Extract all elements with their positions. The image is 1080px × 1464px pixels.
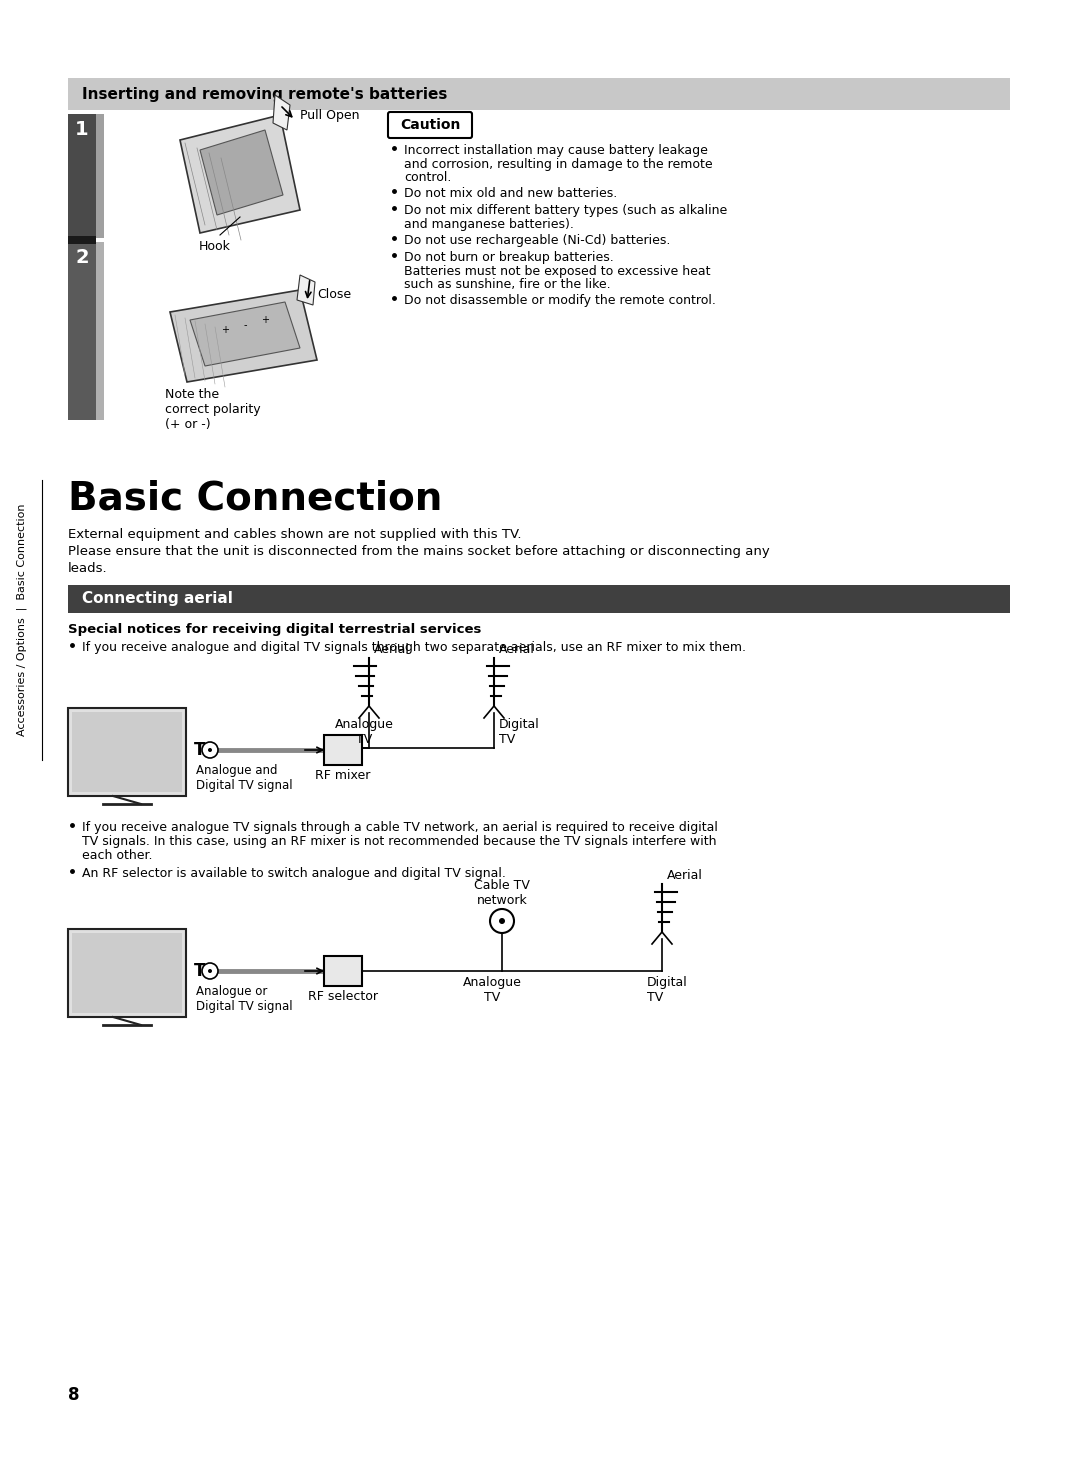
Text: Analogue and
Digital TV signal: Analogue and Digital TV signal [195, 764, 293, 792]
Text: Incorrect installation may cause battery leakage: Incorrect installation may cause battery… [404, 143, 707, 157]
Text: Caution: Caution [400, 119, 460, 132]
Text: Cable TV
network: Cable TV network [474, 878, 530, 908]
Bar [68, 236, 96, 244]
Text: T: T [194, 962, 205, 979]
Text: such as sunshine, fire or the like.: such as sunshine, fire or the like. [404, 278, 610, 291]
Circle shape [499, 918, 505, 924]
Text: +: + [261, 315, 269, 325]
Text: Inserting and removing remote's batteries: Inserting and removing remote's batterie… [82, 86, 447, 101]
Bar [72, 933, 183, 1013]
Polygon shape [297, 275, 315, 305]
Text: Close: Close [318, 288, 351, 302]
Polygon shape [180, 116, 300, 233]
Bar [72, 712, 183, 792]
Text: and corrosion, resulting in damage to the remote: and corrosion, resulting in damage to th… [404, 158, 713, 171]
Polygon shape [200, 130, 283, 215]
Text: External equipment and cables shown are not supplied with this TV.: External equipment and cables shown are … [68, 529, 522, 542]
Text: +: + [221, 325, 229, 335]
Text: Aerial: Aerial [374, 643, 410, 656]
Polygon shape [170, 290, 318, 382]
Bar [324, 735, 362, 766]
Bar [68, 709, 186, 796]
Text: Analogue
TV: Analogue TV [335, 717, 393, 747]
Text: -: - [243, 321, 246, 329]
Text: RF selector: RF selector [308, 990, 378, 1003]
Text: Connecting aerial: Connecting aerial [82, 591, 233, 606]
Bar [324, 956, 362, 985]
Bar [96, 242, 104, 420]
Text: Accessories / Options  |  Basic Connection: Accessories / Options | Basic Connection [17, 504, 27, 736]
Text: Batteries must not be exposed to excessive heat: Batteries must not be exposed to excessi… [404, 265, 711, 278]
Text: Analogue
TV: Analogue TV [462, 976, 522, 1004]
Polygon shape [190, 302, 300, 366]
Bar [68, 78, 1010, 110]
Text: TV signals. In this case, using an RF mixer is not recommended because the TV si: TV signals. In this case, using an RF mi… [82, 834, 716, 848]
Text: control.: control. [404, 171, 451, 184]
Text: Special notices for receiving digital terrestrial services: Special notices for receiving digital te… [68, 624, 482, 635]
Text: Do not disassemble or modify the remote control.: Do not disassemble or modify the remote … [404, 294, 716, 307]
Text: Do not use rechargeable (Ni-Cd) batteries.: Do not use rechargeable (Ni-Cd) batterie… [404, 234, 671, 247]
Text: If you receive analogue TV signals through a cable TV network, an aerial is requ: If you receive analogue TV signals throu… [82, 821, 718, 834]
Polygon shape [273, 95, 291, 130]
Text: Digital
TV: Digital TV [647, 976, 688, 1004]
Text: RF mixer: RF mixer [315, 769, 370, 782]
Circle shape [202, 963, 218, 979]
Text: each other.: each other. [82, 849, 152, 862]
Circle shape [208, 748, 212, 752]
Circle shape [208, 969, 212, 974]
Bar [68, 930, 186, 1017]
Text: An RF selector is available to switch analogue and digital TV signal.: An RF selector is available to switch an… [82, 867, 505, 880]
Bar [96, 114, 104, 239]
Bar [68, 586, 1010, 613]
Text: Do not mix different battery types (such as alkaline: Do not mix different battery types (such… [404, 203, 727, 217]
Text: Please ensure that the unit is disconnected from the mains socket before attachi: Please ensure that the unit is disconnec… [68, 545, 770, 558]
FancyBboxPatch shape [388, 113, 472, 138]
Text: 1: 1 [76, 120, 89, 139]
Text: and manganese batteries).: and manganese batteries). [404, 218, 573, 231]
Text: If you receive analogue and digital TV signals through two separate aerials, use: If you receive analogue and digital TV s… [82, 641, 746, 654]
Text: Do not mix old and new batteries.: Do not mix old and new batteries. [404, 187, 618, 201]
Text: Hook: Hook [199, 240, 231, 253]
Text: Note the
correct polarity
(+ or -): Note the correct polarity (+ or -) [165, 388, 260, 430]
Circle shape [202, 742, 218, 758]
Text: Digital
TV: Digital TV [499, 717, 540, 747]
Text: Pull Open: Pull Open [300, 108, 360, 122]
Text: 2: 2 [76, 247, 89, 266]
Circle shape [490, 909, 514, 933]
Text: Aerial: Aerial [499, 643, 535, 656]
Bar [68, 242, 96, 420]
Text: T: T [194, 741, 205, 758]
Text: Aerial: Aerial [667, 870, 703, 881]
Text: Basic Connection: Basic Connection [68, 480, 443, 518]
Bar [68, 114, 96, 239]
Text: Analogue or
Digital TV signal: Analogue or Digital TV signal [195, 985, 293, 1013]
Text: 8: 8 [68, 1386, 80, 1404]
Text: leads.: leads. [68, 562, 108, 575]
Text: Do not burn or breakup batteries.: Do not burn or breakup batteries. [404, 250, 613, 264]
